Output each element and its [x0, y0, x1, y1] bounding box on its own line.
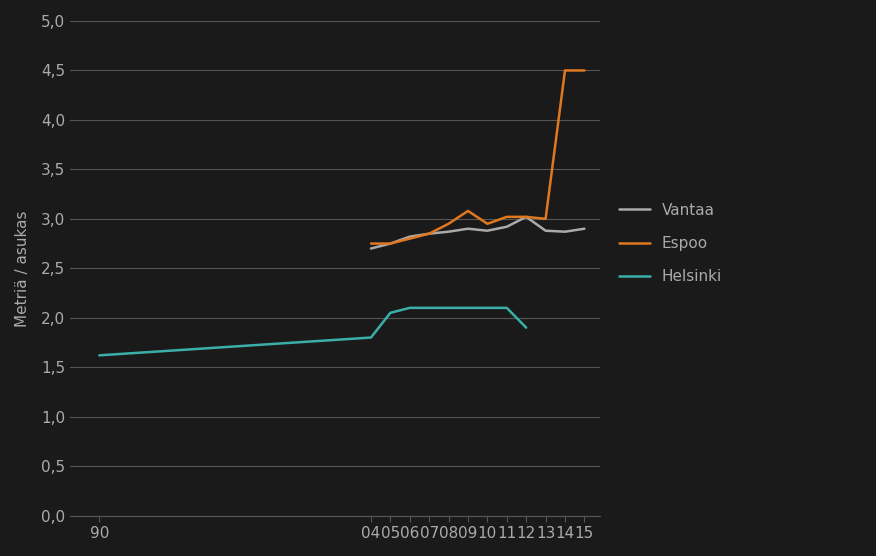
Helsinki [482, 305, 492, 311]
Espoo [482, 220, 492, 227]
Legend: Vantaa, Espoo, Helsinki: Vantaa, Espoo, Helsinki [613, 197, 728, 290]
Line: Vantaa: Vantaa [371, 217, 584, 249]
Espoo [463, 207, 473, 214]
Espoo [424, 230, 434, 237]
Vantaa [482, 227, 492, 234]
Helsinki [405, 305, 415, 311]
Vantaa [502, 224, 512, 230]
Vantaa [560, 229, 570, 235]
Espoo [385, 240, 396, 247]
Line: Helsinki: Helsinki [99, 308, 526, 355]
Y-axis label: Metriä / asukas: Metriä / asukas [15, 210, 30, 326]
Helsinki [385, 310, 396, 316]
Espoo [405, 235, 415, 242]
Vantaa [385, 240, 396, 247]
Helsinki [521, 324, 532, 331]
Vantaa [424, 230, 434, 237]
Helsinki [502, 305, 512, 311]
Espoo [365, 240, 376, 247]
Espoo [521, 214, 532, 220]
Espoo [579, 67, 590, 74]
Vantaa [579, 225, 590, 232]
Helsinki [94, 352, 104, 359]
Espoo [502, 214, 512, 220]
Vantaa [443, 229, 454, 235]
Helsinki [365, 334, 376, 341]
Line: Espoo: Espoo [371, 71, 584, 244]
Espoo [443, 220, 454, 227]
Helsinki [443, 305, 454, 311]
Espoo [540, 216, 551, 222]
Vantaa [463, 225, 473, 232]
Helsinki [424, 305, 434, 311]
Vantaa [540, 227, 551, 234]
Vantaa [405, 234, 415, 240]
Espoo [560, 67, 570, 74]
Vantaa [365, 245, 376, 252]
Vantaa [521, 214, 532, 220]
Helsinki [463, 305, 473, 311]
